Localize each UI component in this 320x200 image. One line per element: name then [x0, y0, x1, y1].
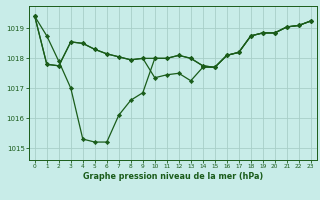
X-axis label: Graphe pression niveau de la mer (hPa): Graphe pression niveau de la mer (hPa) [83, 172, 263, 181]
